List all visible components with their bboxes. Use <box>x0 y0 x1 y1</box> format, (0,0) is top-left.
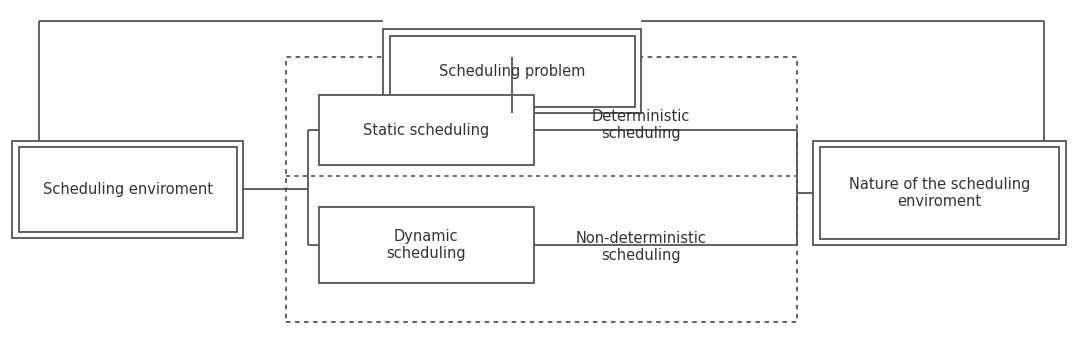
FancyBboxPatch shape <box>813 141 1066 245</box>
Text: Deterministic
scheduling: Deterministic scheduling <box>592 109 690 141</box>
Text: Scheduling enviroment: Scheduling enviroment <box>43 182 212 197</box>
FancyBboxPatch shape <box>319 95 534 165</box>
Text: Non-deterministic
scheduling: Non-deterministic scheduling <box>576 231 706 263</box>
FancyBboxPatch shape <box>12 141 244 238</box>
FancyBboxPatch shape <box>319 207 534 284</box>
Text: Dynamic
scheduling: Dynamic scheduling <box>386 229 466 261</box>
Text: Static scheduling: Static scheduling <box>363 123 489 138</box>
Text: Nature of the scheduling
enviroment: Nature of the scheduling enviroment <box>848 177 1031 209</box>
Text: Scheduling problem: Scheduling problem <box>439 64 585 79</box>
FancyBboxPatch shape <box>383 29 641 113</box>
